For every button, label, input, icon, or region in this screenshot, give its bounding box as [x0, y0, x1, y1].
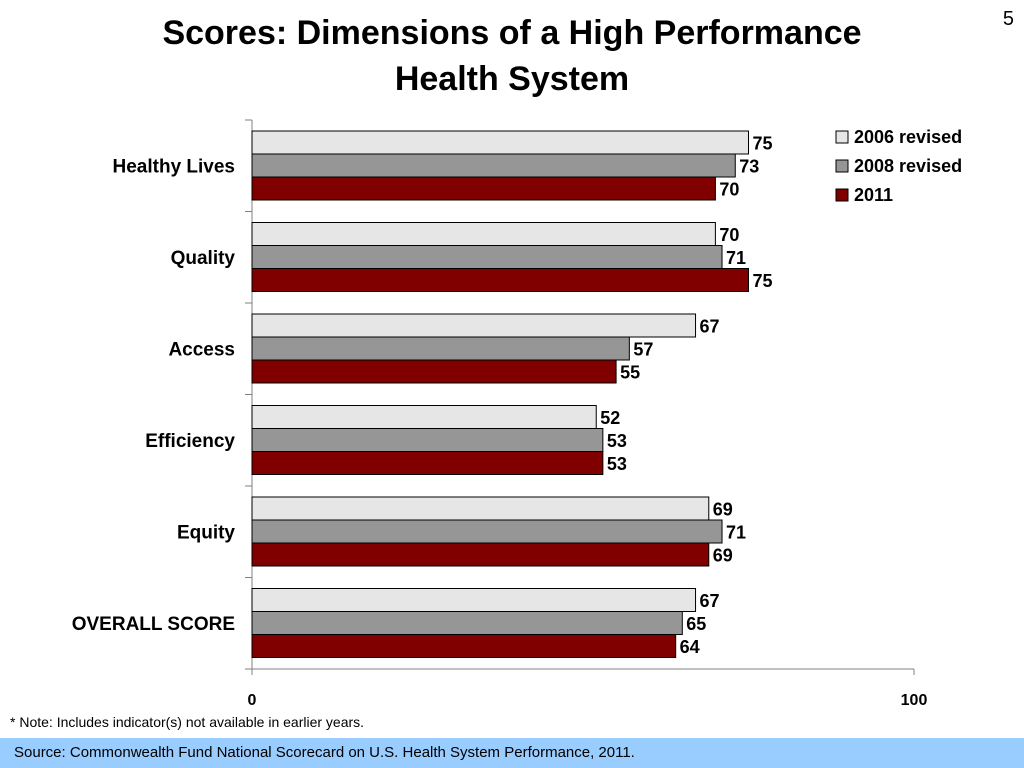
legend-label: 2006 revised — [854, 127, 962, 147]
data-label: 53 — [607, 454, 627, 474]
source-text: Source: Commonwealth Fund National Score… — [14, 744, 635, 761]
data-label: 75 — [753, 134, 773, 154]
data-label: 55 — [620, 363, 640, 383]
bar — [251, 336, 630, 361]
bar — [251, 222, 716, 246]
bar — [251, 519, 723, 544]
x-tick-label: 100 — [901, 692, 928, 709]
category-label: Efficiency — [145, 431, 235, 452]
title-line-2: Health System — [394, 60, 630, 98]
legend-label: 2008 revised — [854, 156, 962, 176]
category-label: Healthy Lives — [113, 157, 236, 178]
data-label: 70 — [719, 180, 739, 200]
bar — [251, 588, 697, 612]
data-label: 75 — [753, 271, 773, 291]
bar — [251, 634, 677, 658]
x-tick-label: 0 — [248, 692, 257, 709]
category-label: Equity — [177, 523, 235, 544]
footnote: * Note: Includes indicator(s) not availa… — [10, 714, 365, 730]
data-label: 69 — [713, 546, 733, 566]
title-line-1: Scores: Dimensions of a High Performance — [162, 14, 862, 52]
legend-swatch — [835, 159, 849, 173]
legend-label: 2011 — [854, 185, 893, 205]
data-label: 52 — [600, 408, 620, 428]
legend-swatch — [835, 188, 849, 202]
data-label: 69 — [713, 500, 733, 520]
slide-title: Scores: Dimensions of a High Performance… — [0, 10, 1024, 102]
data-label: 53 — [607, 431, 627, 451]
bar — [251, 245, 723, 269]
data-label: 71 — [726, 248, 746, 268]
bar — [251, 451, 604, 475]
bar — [251, 611, 683, 635]
bar — [251, 130, 749, 155]
bar — [251, 176, 716, 201]
category-label: Access — [168, 340, 235, 361]
data-label: 70 — [719, 225, 739, 245]
bar — [251, 268, 749, 292]
page-number: 5 — [1002, 8, 1014, 30]
bar — [251, 405, 597, 429]
data-label: 67 — [700, 317, 720, 337]
bar — [251, 428, 604, 452]
category-label: OVERALL SCORE — [72, 614, 235, 635]
bar — [251, 313, 697, 338]
data-label: 73 — [739, 157, 759, 177]
category-label: Quality — [171, 248, 236, 269]
bar — [251, 542, 710, 567]
legend-swatch — [835, 130, 849, 144]
data-label: 57 — [633, 340, 653, 360]
source-bar: Source: Commonwealth Fund National Score… — [0, 738, 1024, 768]
data-label: 65 — [686, 614, 706, 634]
bar — [251, 153, 736, 178]
data-label: 67 — [700, 591, 720, 611]
bar — [251, 359, 617, 384]
data-label: 71 — [726, 523, 746, 543]
bar — [251, 496, 710, 521]
data-label: 64 — [680, 637, 700, 657]
